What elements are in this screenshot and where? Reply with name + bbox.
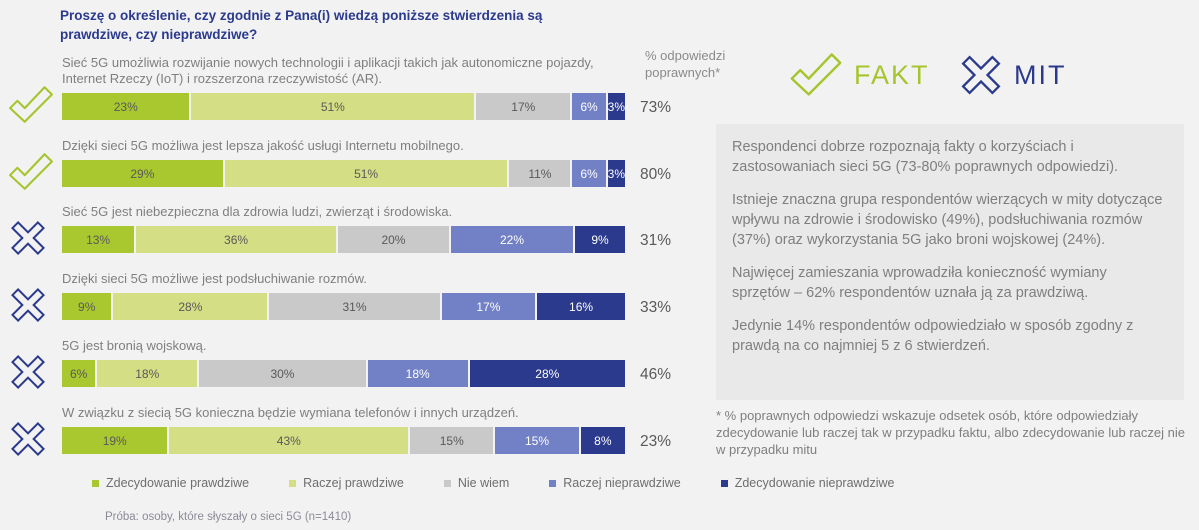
page-title-line2: prawdziwe, czy nieprawdziwe? xyxy=(60,26,258,42)
sample-note: Próba: osoby, które słyszały o sieci 5G … xyxy=(105,511,352,523)
legend-item: Raczej nieprawdziwe xyxy=(549,476,681,490)
bar-segment: 17% xyxy=(441,293,536,320)
chart-row: W związku z siecią 5G konieczna będzie w… xyxy=(8,381,712,456)
stacked-bar: 9% 28% 31% 17% 16% xyxy=(62,293,625,320)
bar-segment: 29% xyxy=(62,160,223,187)
bar-segment: 15% xyxy=(410,427,494,454)
page-title-line1: Proszę o określenie, czy zgodnie z Pana(… xyxy=(60,8,543,23)
correct-percentage: 33% xyxy=(640,299,672,316)
bar-segment: 3% xyxy=(607,93,625,120)
bar-segment: 18% xyxy=(367,360,468,387)
check-icon xyxy=(788,52,844,98)
mit-label: MIT xyxy=(1014,59,1067,90)
panel-paragraph: Jedynie 14% respondentów odpowiedziało w… xyxy=(732,318,1134,354)
chart-row: 5G jest bronią wojskową. 6% 18% 30% 18% 28% … xyxy=(8,314,712,389)
panel-paragraph: Najwięcej zamieszania wprowadziła koniec… xyxy=(732,265,1107,301)
correct-percentage: 46% xyxy=(640,366,672,383)
panel-paragraph: Respondenci dobrze rozpoznają fakty o ko… xyxy=(732,139,1119,175)
bar-segment: 20% xyxy=(337,226,449,253)
bar-segment: 36% xyxy=(136,226,336,253)
bar-segment: 9% xyxy=(575,226,625,253)
bar-segment: 9% xyxy=(62,293,112,320)
correct-answers-header: % odpowiedzi poprawnych* xyxy=(645,48,726,80)
stacked-bar: 23% 51% 17% 6% 3% xyxy=(62,93,625,120)
bar-segment: 30% xyxy=(199,360,366,387)
panel-paragraph: Istnieje znaczna grupa respondentów wier… xyxy=(732,192,1163,248)
bar-segment: 6% xyxy=(572,160,606,187)
legend-label: Zdecydowanie nieprawdziwe xyxy=(734,476,895,490)
bar-segment: 11% xyxy=(509,160,571,187)
x-icon xyxy=(8,218,56,260)
correct-percentage: 23% xyxy=(640,433,672,450)
correct-percentage: 31% xyxy=(640,232,672,249)
statement-label: 5G jest bronią wojskową. xyxy=(62,337,207,353)
statement-label: Dzięki sieci 5G możliwe jest podsłuchiwa… xyxy=(62,270,367,286)
stacked-bar: 29% 51% 11% 6% 3% xyxy=(62,160,625,187)
stacked-bar: 6% 18% 30% 18% 28% xyxy=(62,360,626,387)
bar-segment: 22% xyxy=(450,226,574,253)
bar-segment: 17% xyxy=(476,93,571,120)
check-icon xyxy=(8,152,56,194)
bar-segment: 6% xyxy=(62,360,96,387)
bar-segment: 43% xyxy=(169,427,409,454)
x-icon xyxy=(8,352,56,394)
chart-row: Sieć 5G jest niebezpieczna dla zdrowia l… xyxy=(8,180,712,255)
bar-segment: 28% xyxy=(469,360,626,387)
chart-row: Dzięki sieci 5G możliwe jest podsłuchiwa… xyxy=(8,247,712,322)
correct-percentage: 80% xyxy=(640,166,672,183)
bar-segment: 16% xyxy=(537,293,625,320)
legend-label: Raczej prawdziwe xyxy=(303,476,404,490)
x-icon xyxy=(958,52,1004,98)
x-icon xyxy=(8,285,56,327)
bar-segment: 19% xyxy=(62,427,168,454)
summary-panel: Respondenci dobrze rozpoznają fakty o ko… xyxy=(716,124,1184,400)
statement-label: W związku z siecią 5G konieczna będzie w… xyxy=(62,404,519,420)
correct-percentage: 73% xyxy=(640,99,672,116)
legend-swatch xyxy=(443,479,451,487)
bar-segment: 18% xyxy=(97,360,198,387)
legend-swatch xyxy=(720,479,728,487)
legend-item: Raczej prawdziwe xyxy=(289,476,404,490)
legend-item: Zdecydowanie nieprawdziwe xyxy=(720,476,895,490)
statement-label: Sieć 5G umożliwia rozwijanie nowych tech… xyxy=(62,54,594,86)
legend-swatch xyxy=(289,479,297,487)
bar-segment: 15% xyxy=(495,427,579,454)
mit-legend: MIT xyxy=(958,52,1067,98)
x-icon xyxy=(8,419,56,461)
legend-label: Nie wiem xyxy=(457,476,510,490)
bar-segment: 8% xyxy=(580,427,626,454)
fakt-label: FAKT xyxy=(854,59,930,90)
legend-item: Zdecydowanie prawdziwe xyxy=(92,476,249,490)
bar-segment: 3% xyxy=(607,160,625,187)
stacked-bar: 13% 36% 20% 22% 9% xyxy=(62,226,625,253)
fakt-legend: FAKT xyxy=(788,52,930,98)
statement-label: Sieć 5G jest niebezpieczna dla zdrowia l… xyxy=(62,203,453,219)
bar-segment: 13% xyxy=(62,226,135,253)
chart-row: Dzięki sieci 5G możliwa jest lepsza jako… xyxy=(8,114,712,190)
page-title: Proszę o określenie, czy zgodnie z Pana(… xyxy=(60,7,620,45)
footnote: * % poprawnych odpowiedzi wskazuje odset… xyxy=(716,408,1185,458)
legend-label: Zdecydowanie prawdziwe xyxy=(106,476,250,490)
bar-segment: 23% xyxy=(62,93,190,120)
chart-row: Sieć 5G umożliwia rozwijanie nowych tech… xyxy=(8,47,712,123)
legend-swatch xyxy=(549,479,557,487)
chart-legend: Zdecydowanie prawdziwe Raczej prawdziwe Ni… xyxy=(92,476,1152,490)
bar-segment: 28% xyxy=(113,293,268,320)
bar-segment: 51% xyxy=(191,93,475,120)
stacked-bar: 19% 43% 15% 15% 8% xyxy=(62,427,626,454)
bar-segment: 31% xyxy=(269,293,440,320)
legend-swatch xyxy=(92,479,99,487)
statement-label: Dzięki sieci 5G możliwa jest lepsza jako… xyxy=(62,137,464,153)
legend-label: Raczej nieprawdziwe xyxy=(563,476,681,490)
bar-segment: 51% xyxy=(224,160,508,187)
legend-item: Nie wiem xyxy=(443,476,510,490)
bar-segment: 6% xyxy=(572,93,606,120)
check-icon xyxy=(8,85,56,127)
